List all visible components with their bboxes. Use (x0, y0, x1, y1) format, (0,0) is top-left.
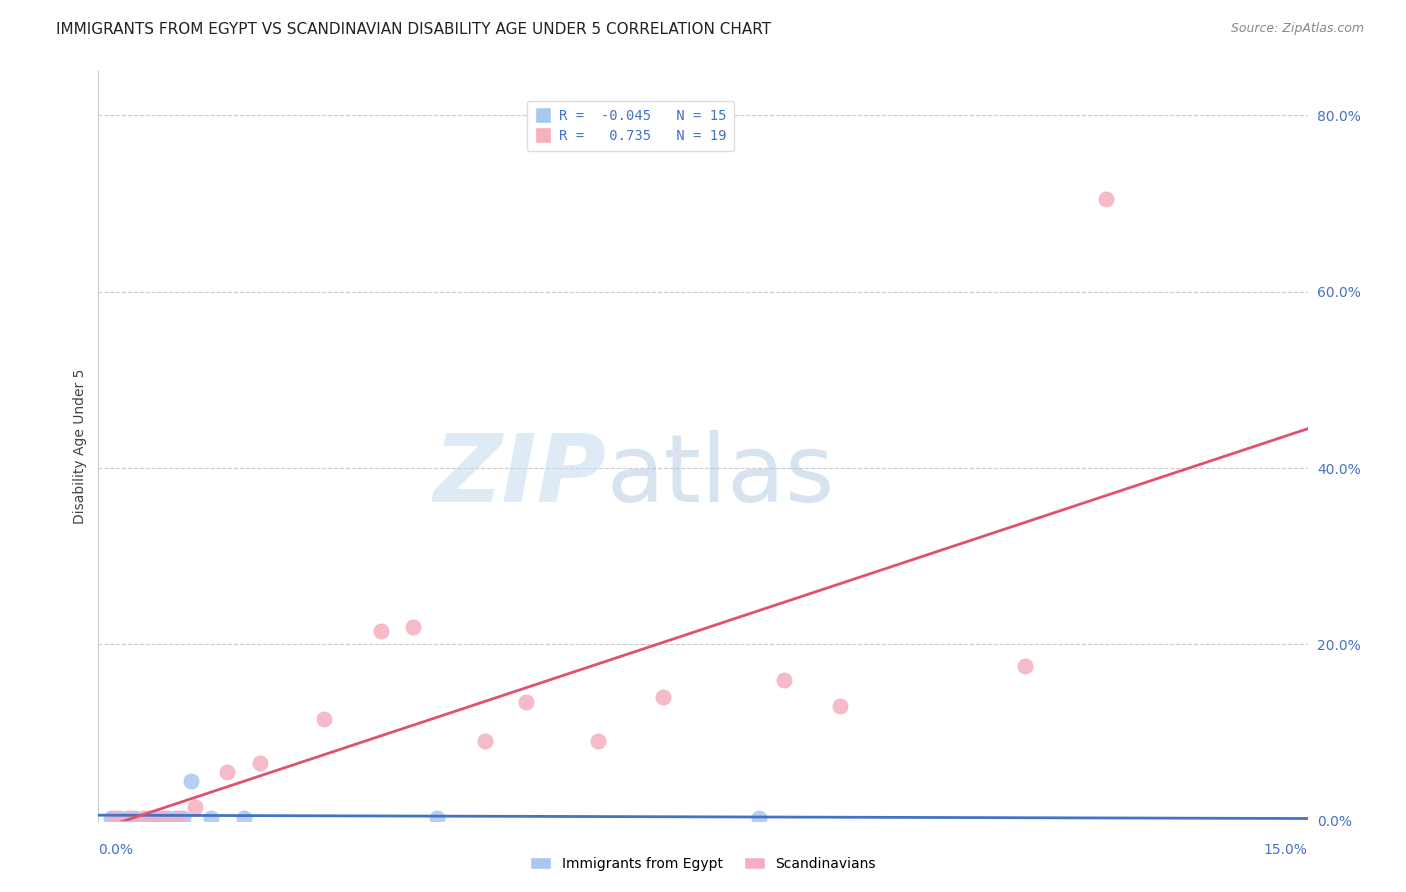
Point (772, 673, 794, 687)
Point (232, 811, 254, 825)
Text: atlas: atlas (606, 430, 835, 522)
Legend: R =  -0.045   N = 15, R =   0.735   N = 19: R = -0.045 N = 15, R = 0.735 N = 19 (527, 101, 734, 151)
Point (139, 811, 162, 825)
Point (148, 811, 170, 825)
Point (426, 811, 449, 825)
Y-axis label: Disability Age Under 5: Disability Age Under 5 (73, 368, 87, 524)
Point (135, 811, 157, 825)
Point (1014, 659, 1036, 673)
Text: 0.0%: 0.0% (98, 843, 134, 857)
Point (163, 811, 186, 825)
Text: ZIP: ZIP (433, 430, 606, 522)
Point (120, 811, 142, 825)
Point (474, 734, 496, 748)
Text: IMMIGRANTS FROM EGYPT VS SCANDINAVIAN DISABILITY AGE UNDER 5 CORRELATION CHART: IMMIGRANTS FROM EGYPT VS SCANDINAVIAN DI… (56, 22, 772, 37)
Point (515, 695, 537, 709)
Point (1095, 192, 1118, 206)
Point (249, 756, 271, 771)
Point (370, 624, 392, 639)
Point (156, 811, 179, 825)
Point (651, 690, 673, 705)
Text: Source: ZipAtlas.com: Source: ZipAtlas.com (1230, 22, 1364, 36)
Point (103, 811, 125, 825)
Point (167, 811, 190, 825)
Point (124, 811, 146, 825)
Point (200, 811, 222, 825)
Point (172, 811, 194, 825)
Point (586, 734, 609, 748)
Text: 15.0%: 15.0% (1264, 843, 1308, 857)
Point (217, 765, 239, 780)
Point (402, 620, 425, 634)
Point (115, 811, 138, 825)
Point (828, 699, 851, 714)
Point (184, 800, 207, 814)
Point (180, 774, 202, 789)
Point (152, 811, 174, 825)
Point (748, 811, 770, 825)
Point (314, 712, 336, 726)
Point (107, 811, 129, 825)
Point (100, 811, 122, 825)
Legend: Immigrants from Egypt, Scandinavians: Immigrants from Egypt, Scandinavians (524, 851, 882, 876)
Point (132, 811, 155, 825)
